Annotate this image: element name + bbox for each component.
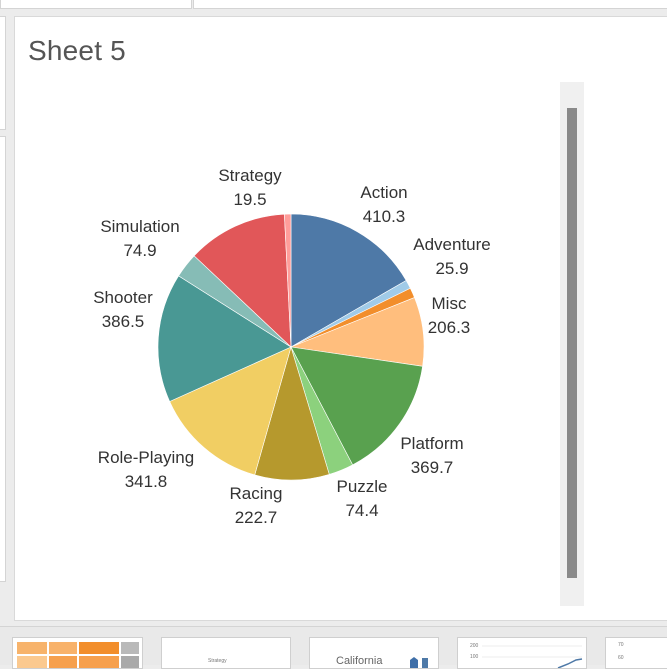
thumbnail-2-text: Strategy <box>208 658 227 664</box>
pie-slices <box>157 213 425 481</box>
sheet-title: Sheet 5 <box>28 35 126 66</box>
pie-label-shooter: Shooter 386.5 <box>93 288 153 331</box>
pie-label-racing: Racing 222.7 <box>230 484 283 527</box>
pie-label-puzzle: Puzzle 74.4 <box>336 477 387 520</box>
pie-label-simulation: Simulation 74.9 <box>100 217 179 260</box>
left-rail-panel-top[interactable] <box>0 16 6 130</box>
thumbnail-line-chart[interactable]: 200 100 <box>457 637 587 669</box>
sheet-panel: Sheet 5 Action 410.3 Adventure 25.9 Misc 206.… <box>14 16 667 621</box>
thumbnail-4-tick-2: 100 <box>470 654 479 660</box>
thumbnail-4-tick-1: 200 <box>470 643 479 649</box>
pie-label-adventure: Adventure 25.9 <box>413 235 491 278</box>
thumbnail-5-tick-2: 60 <box>618 655 624 661</box>
left-rail-panel-bottom[interactable] <box>0 136 6 582</box>
thumbnail-sheet-5[interactable]: 70 60 <box>605 637 667 669</box>
pie-label-role-playing: Role-Playing 341.8 <box>98 448 194 491</box>
thumbnail-treemap[interactable] <box>12 637 143 669</box>
left-rail <box>0 16 6 620</box>
top-strip <box>0 0 667 10</box>
pie-label-action: Action 410.3 <box>360 183 407 226</box>
pie-label-platform: Platform 369.7 <box>400 434 463 477</box>
scrollbar-thumb[interactable] <box>567 108 577 578</box>
pie-slice-action[interactable] <box>290 213 407 348</box>
sheet-thumbnail-strip: Strategy California 200 100 70 60 <box>0 626 667 669</box>
pie-label-misc: Misc 206.3 <box>428 294 471 337</box>
top-tab-right[interactable] <box>193 0 667 9</box>
thumbnail-5-tick-1: 70 <box>618 642 624 648</box>
pie-slice-platform[interactable] <box>290 346 423 466</box>
pie-label-strategy: Strategy 19.5 <box>218 166 282 209</box>
vertical-scrollbar[interactable] <box>560 82 584 606</box>
thumbnail-sheet-2[interactable]: Strategy <box>161 637 291 669</box>
pie-slice-sports[interactable] <box>193 213 292 348</box>
top-tab-left[interactable] <box>0 0 192 9</box>
pie-slice-shooter[interactable] <box>157 275 292 402</box>
pie-slice-strategy[interactable] <box>284 213 292 348</box>
pie-slice-role-playing[interactable] <box>169 346 292 476</box>
thumbnail-map[interactable]: California <box>309 637 439 669</box>
